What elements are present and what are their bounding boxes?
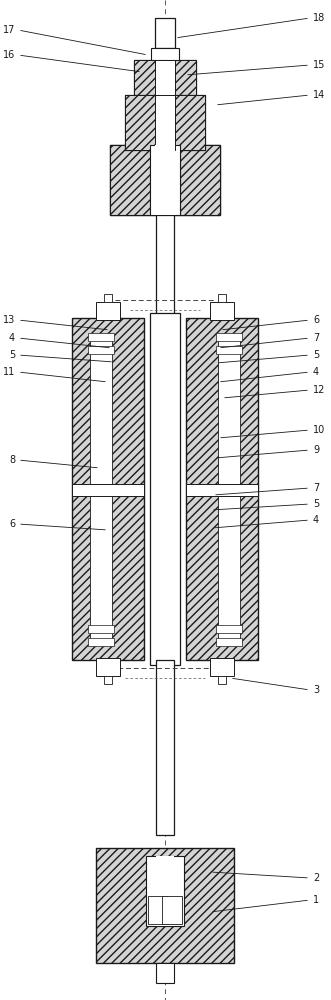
Bar (186, 484, 258, 496)
Bar (88, 346, 114, 354)
Bar (146, 856, 184, 926)
Bar (156, 660, 174, 835)
Bar (110, 145, 150, 215)
Bar (175, 95, 205, 150)
Text: 5: 5 (9, 350, 15, 360)
Text: 5: 5 (313, 350, 319, 360)
Bar (148, 896, 168, 924)
Bar (125, 95, 205, 150)
Text: 4: 4 (9, 333, 15, 343)
Text: 1: 1 (313, 895, 319, 905)
Text: 6: 6 (9, 519, 15, 529)
Bar (218, 294, 226, 302)
Bar (216, 638, 242, 646)
Bar (216, 333, 242, 341)
Text: 7: 7 (313, 333, 319, 343)
Bar (218, 338, 240, 640)
Bar (90, 338, 112, 640)
Bar (72, 484, 144, 496)
Text: 8: 8 (9, 455, 15, 465)
Text: 18: 18 (313, 13, 325, 23)
Text: 2: 2 (313, 873, 319, 883)
Bar (104, 294, 112, 302)
Bar (155, 60, 175, 105)
Text: 14: 14 (313, 90, 325, 100)
Bar (156, 963, 174, 983)
Bar (134, 60, 155, 105)
Bar (151, 48, 179, 60)
Bar (150, 145, 180, 215)
Text: 4: 4 (313, 515, 319, 525)
Bar (218, 676, 226, 684)
Bar (96, 302, 120, 320)
Bar (186, 318, 258, 660)
Bar (88, 638, 114, 646)
Text: 4: 4 (313, 367, 319, 377)
Text: 10: 10 (313, 425, 325, 435)
Text: 11: 11 (3, 367, 15, 377)
Bar (216, 346, 242, 354)
Bar (156, 856, 174, 926)
Bar (175, 60, 196, 105)
Text: 6: 6 (313, 315, 319, 325)
Text: 5: 5 (313, 499, 319, 509)
Bar (210, 302, 234, 320)
Bar (134, 60, 196, 105)
Text: 16: 16 (3, 50, 15, 60)
Bar (180, 145, 220, 215)
Bar (125, 95, 155, 150)
Bar (216, 625, 242, 633)
Bar (72, 318, 144, 660)
Text: 3: 3 (313, 685, 319, 695)
Text: 12: 12 (313, 385, 325, 395)
Text: 9: 9 (313, 445, 319, 455)
Bar (162, 896, 182, 924)
Bar (210, 658, 234, 676)
Bar (110, 145, 220, 215)
Text: 15: 15 (313, 60, 325, 70)
Bar (155, 95, 175, 150)
Bar (96, 848, 234, 963)
Text: 7: 7 (313, 483, 319, 493)
Bar (156, 215, 174, 485)
Bar (88, 625, 114, 633)
Bar (150, 313, 180, 665)
Text: 13: 13 (3, 315, 15, 325)
Bar (155, 145, 175, 215)
Bar (155, 18, 175, 48)
Bar (96, 658, 120, 676)
Bar (88, 333, 114, 341)
Text: 17: 17 (3, 25, 15, 35)
Bar (104, 676, 112, 684)
